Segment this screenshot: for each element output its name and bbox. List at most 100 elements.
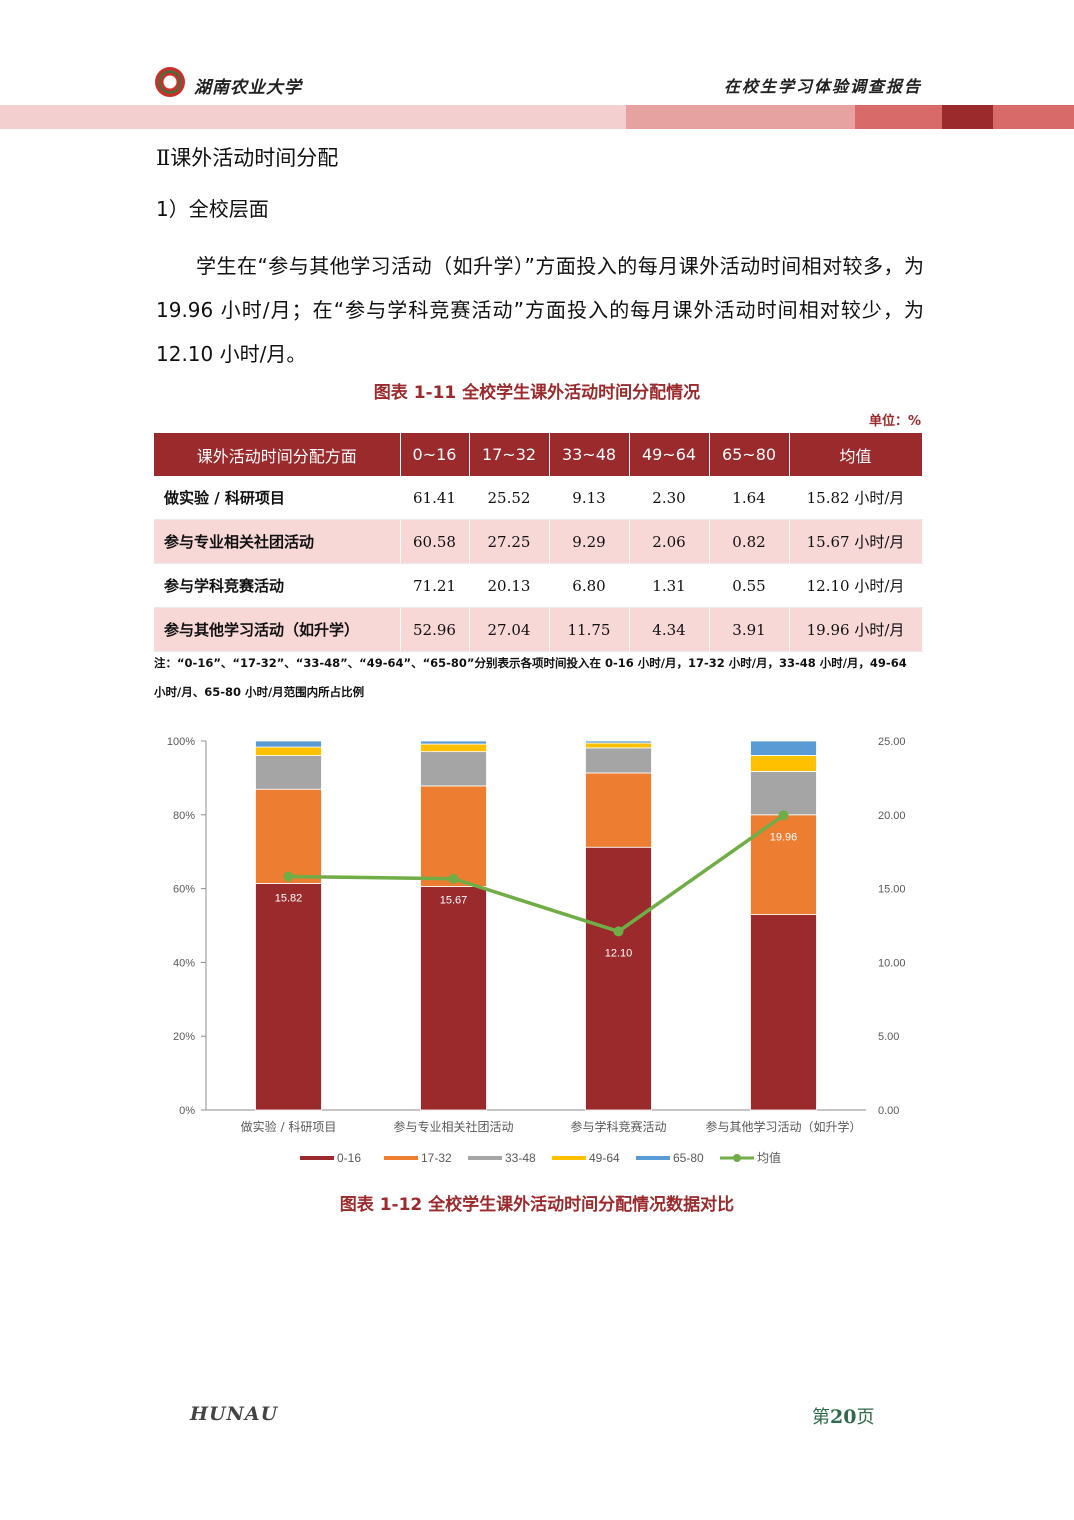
- table-cell: 52.96: [400, 607, 470, 652]
- legend-label: 49-64: [589, 1151, 620, 1165]
- y-left-tick-label: 0%: [179, 1105, 195, 1117]
- table-cell: 0.82: [709, 519, 790, 564]
- bar-segment: [750, 914, 817, 1111]
- header-band-segment: [855, 105, 942, 129]
- table-caption: 图表 1-11 全校学生课外活动时间分配情况: [373, 383, 701, 403]
- table-cell-label: 参与专业相关社团活动: [154, 519, 401, 564]
- activity-time-table: 课外活动时间分配方面 0~16 17~32 33~48 49~64 65~80 …: [154, 433, 923, 652]
- legend-label: 17-32: [421, 1151, 452, 1165]
- bar-segment: [255, 755, 322, 790]
- table-cell: 0.55: [709, 563, 790, 608]
- bar-segment: [255, 788, 322, 884]
- table-cell: 1.64: [709, 476, 790, 520]
- table-header-cell: 65~80: [709, 433, 790, 476]
- chart-caption: 图表 1-12 全校学生课外活动时间分配情况数据对比: [339, 1195, 735, 1215]
- header-band-segment: [626, 105, 855, 129]
- section-title: Ⅱ课外活动时间分配: [156, 146, 339, 170]
- bar-segment: [420, 751, 487, 787]
- x-tick-label: 做实验 / 科研项目: [241, 1119, 337, 1134]
- bar-segment: [420, 785, 487, 887]
- y-right-tick-label: 15.00: [878, 884, 906, 896]
- stacked-bar-chart: 0% 20% 40% 60% 80% 100% 0.00 5.00 10.00 15.00 20.0…: [167, 736, 906, 1165]
- x-tick-label: 参与专业相关社团活动: [393, 1119, 513, 1134]
- header-band-segment: [942, 105, 993, 129]
- y-left-tick-label: 100%: [167, 736, 195, 748]
- mean-data-label: 12.10: [605, 947, 633, 959]
- table-cell: 19.96 小时/月: [789, 607, 923, 652]
- y-left-tick-label: 80%: [173, 810, 195, 822]
- y-left-tick-label: 40%: [173, 957, 195, 969]
- mean-data-label: 15.82: [275, 892, 303, 904]
- bar-segment: [420, 740, 487, 745]
- legend-label: 0-16: [337, 1151, 361, 1165]
- table-note: 注：“0-16”、“17-32”、“33-48”、“49-64”、“65-80”…: [154, 656, 907, 699]
- table-header-cell: 49~64: [629, 433, 710, 476]
- subsection-title: 1）全校层面: [156, 197, 269, 221]
- table-row: 参与学科竞赛活动 71.21 20.13 6.80 1.31 0.55 12.1…: [154, 563, 923, 608]
- y-right-tick-label: 20.00: [878, 810, 906, 822]
- bar-segment: [585, 846, 652, 1111]
- table-cell-label: 参与其他学习活动（如升学）: [154, 607, 401, 652]
- table-cell: 2.30: [629, 476, 710, 520]
- table-cell-label: 参与学科竞赛活动: [154, 563, 401, 608]
- table-row: 做实验 / 科研项目 61.41 25.52 9.13 2.30 1.64 15…: [154, 476, 923, 520]
- mean-data-label: 15.67: [440, 895, 468, 907]
- y-right-tick-label: 10.00: [878, 957, 906, 969]
- report-title: 在校生学习体验调查报告: [723, 77, 922, 96]
- header-band-segment: [993, 105, 1074, 129]
- page-prefix: 第: [812, 1407, 830, 1428]
- table-header-cell: 课外活动时间分配方面: [154, 433, 401, 476]
- bar-segment: [420, 743, 487, 753]
- mean-line: [288, 813, 785, 934]
- table-cell: 9.29: [549, 519, 630, 564]
- legend-label: 65-80: [673, 1151, 704, 1165]
- bar-segment: [255, 740, 322, 748]
- page-suffix: 页: [856, 1407, 875, 1428]
- table-row: 参与专业相关社团活动 60.58 27.25 9.29 2.06 0.82 15…: [154, 519, 923, 564]
- bar-segment: [255, 882, 322, 1111]
- bar-segment: [585, 747, 652, 774]
- legend-marker: [733, 1154, 741, 1162]
- legend-label: 33-48: [505, 1151, 536, 1165]
- mean-data-label: 19.96: [770, 831, 798, 843]
- table-cell: 27.25: [469, 519, 550, 564]
- table-cell: 15.82 小时/月: [789, 476, 923, 520]
- table-header-row: 课外活动时间分配方面 0~16 17~32 33~48 49~64 65~80 …: [154, 433, 923, 476]
- bar-segment: [585, 742, 652, 749]
- page-number-value: 20: [830, 1406, 857, 1428]
- table-cell: 27.04: [469, 607, 550, 652]
- y-right-tick-label: 25.00: [878, 736, 906, 748]
- footer-logo: HUNAU: [190, 1403, 279, 1425]
- y-left-tick-label: 20%: [173, 1031, 195, 1043]
- table-cell: 71.21: [400, 563, 470, 608]
- bar-segment: [255, 746, 322, 756]
- x-tick-label: 参与学科竞赛活动: [570, 1119, 666, 1134]
- table-cell: 1.31: [629, 563, 710, 608]
- page-number: 第20页: [812, 1403, 874, 1429]
- y-left-tick-label: 60%: [173, 884, 195, 896]
- mean-point: [283, 871, 294, 882]
- header-band-segment: [0, 105, 626, 129]
- bar-segment: [585, 772, 652, 848]
- mean-point: [448, 873, 459, 884]
- bar-segment: [420, 886, 487, 1111]
- table-header-cell: 0~16: [400, 433, 470, 476]
- table-header-cell: 均值: [789, 433, 923, 476]
- table-header-cell: 33~48: [549, 433, 630, 476]
- table-cell: 3.91: [709, 607, 790, 652]
- table-header-cell: 17~32: [469, 433, 550, 476]
- table-cell: 25.52: [469, 476, 550, 520]
- y-right-tick-label: 5.00: [878, 1031, 899, 1043]
- table-cell: 6.80: [549, 563, 630, 608]
- table-cell: 2.06: [629, 519, 710, 564]
- table-cell: 4.34: [629, 607, 710, 652]
- mean-point: [778, 810, 789, 821]
- bar-segment: [750, 755, 817, 772]
- table-cell: 12.10 小时/月: [789, 563, 923, 608]
- y-right-tick-label: 0.00: [878, 1105, 899, 1117]
- bar-segment: [750, 740, 817, 756]
- university-name: 湖南农业大学: [194, 78, 302, 98]
- table-cell: 15.67 小时/月: [789, 519, 923, 564]
- body-paragraph: 学生在“参与其他学习活动（如升学）”方面投入的每月课外活动时间相对较多，为 19…: [156, 244, 924, 376]
- bar-segment: [585, 740, 652, 744]
